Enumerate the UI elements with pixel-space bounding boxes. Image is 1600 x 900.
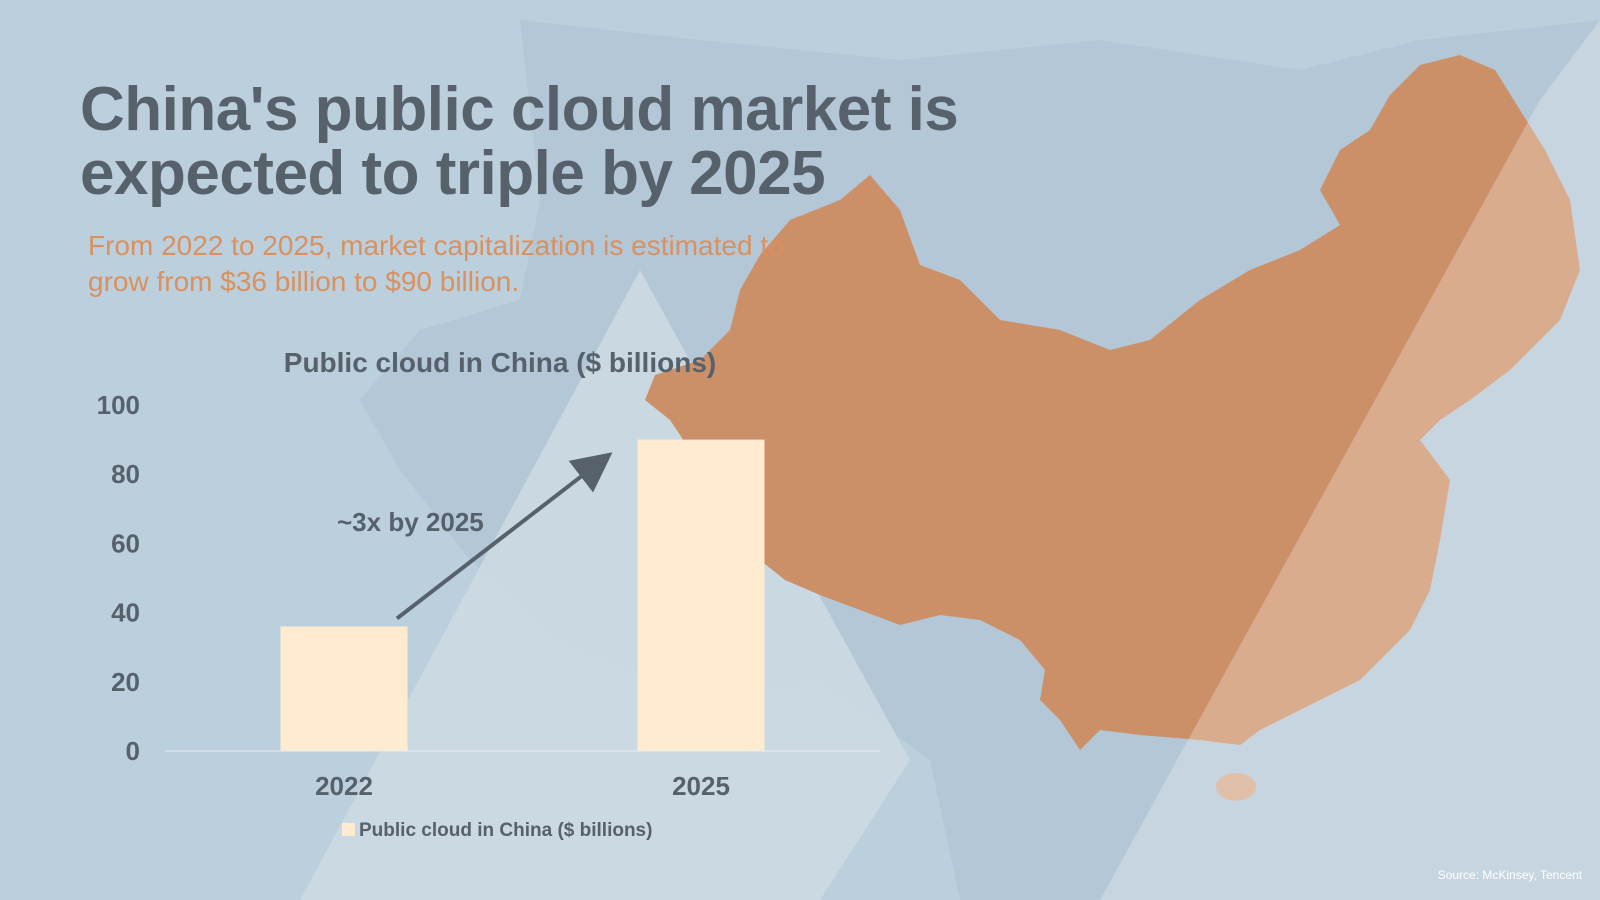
y-tick-label: 60 bbox=[111, 528, 140, 558]
legend: Public cloud in China ($ billions) bbox=[342, 820, 652, 841]
trend-arrow bbox=[395, 452, 613, 621]
x-tick-label: 2025 bbox=[672, 771, 730, 801]
legend-label: Public cloud in China ($ billions) bbox=[359, 820, 652, 841]
y-tick-label: 100 bbox=[97, 390, 140, 420]
bar bbox=[280, 626, 408, 751]
right-overlay-shape bbox=[1100, 20, 1600, 900]
page-subtitle: From 2022 to 2025, market capitalization… bbox=[88, 230, 784, 297]
y-tick-label: 0 bbox=[126, 736, 140, 766]
y-tick-label: 40 bbox=[111, 598, 140, 628]
chart-annotation: ~3x by 2025 bbox=[337, 507, 484, 537]
source-note: Source: McKinsey, Tencent bbox=[1437, 868, 1582, 882]
x-tick-label: 2022 bbox=[315, 771, 373, 801]
page-title: China's public cloud market is expected … bbox=[80, 75, 959, 208]
china-map-shape bbox=[645, 55, 1580, 750]
bars bbox=[280, 439, 765, 751]
y-axis: 0 20 40 60 80 100 bbox=[97, 390, 140, 766]
x-axis: 2022 2025 bbox=[315, 771, 730, 801]
y-tick-label: 80 bbox=[111, 459, 140, 489]
y-tick-label: 20 bbox=[111, 667, 140, 697]
hainan-island-shape bbox=[1216, 773, 1256, 801]
bar bbox=[637, 439, 765, 751]
legend-swatch bbox=[342, 823, 355, 836]
chart-title: Public cloud in China ($ billions) bbox=[284, 347, 716, 378]
